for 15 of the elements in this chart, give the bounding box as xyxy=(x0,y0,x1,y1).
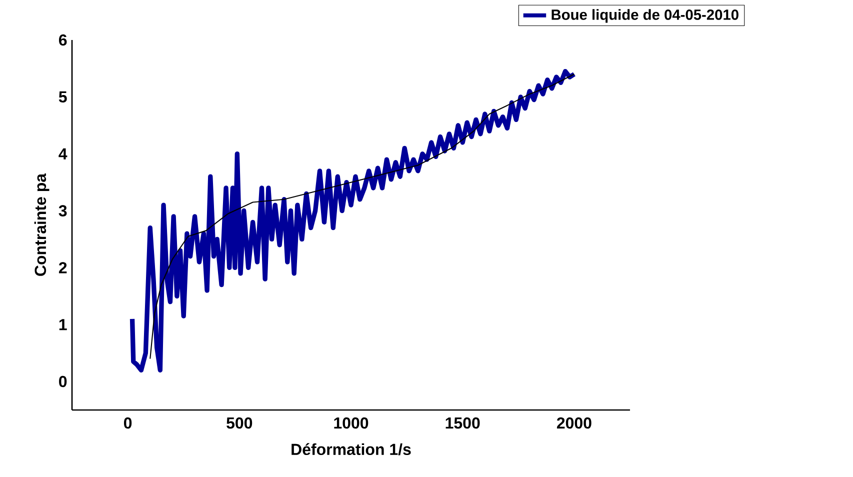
x-tick-label: 500 xyxy=(226,417,252,429)
x-tick-label: 2000 xyxy=(556,417,592,429)
x-axis-title: Déformation 1/s xyxy=(292,443,411,456)
y-tick-label: 5 xyxy=(58,91,67,102)
y-tick-label: 3 xyxy=(58,205,67,216)
y-tick-label: 0 xyxy=(59,376,67,388)
x-tick-label: 0 xyxy=(124,417,132,429)
y-tick-label: 4 xyxy=(58,148,68,160)
legend-label: Boue liquide de 04-05-2010 xyxy=(552,9,738,23)
x-tick-label: 1000 xyxy=(334,417,368,429)
y-tick-label: 1 xyxy=(59,319,67,330)
x-tick-label: 1500 xyxy=(446,417,480,429)
y-axis-title: Contrainte pa xyxy=(34,173,50,276)
y-tick-label: 2 xyxy=(58,262,67,274)
y-tick-label: 6 xyxy=(58,34,67,46)
